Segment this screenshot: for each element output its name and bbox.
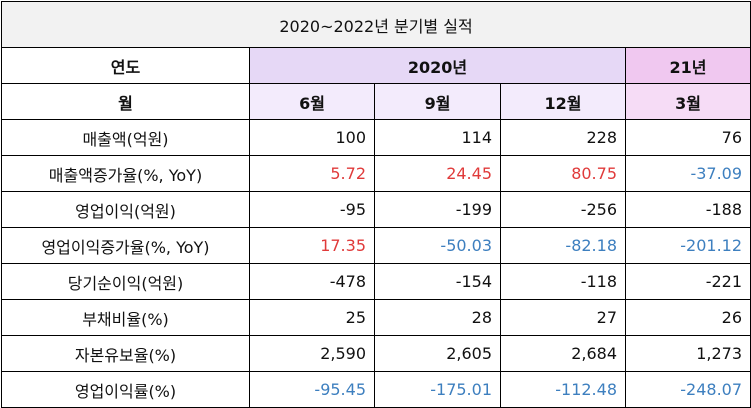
value-cell[interactable]: 26 [624, 299, 751, 336]
row-label-cell[interactable]: 매출액증가율(%, YoY) [1, 155, 250, 192]
value-cell[interactable]: 80.75 [500, 155, 626, 192]
row-label-cell[interactable]: 자본유보율(%) [1, 335, 250, 372]
value-cell[interactable]: -95 [249, 191, 375, 228]
month-cell-sep[interactable]: 9월 [374, 83, 501, 120]
table-title-row: 2020~2022년 분기별 실적 [0, 1, 751, 48]
value-cell[interactable]: 76 [624, 119, 751, 156]
value-cell[interactable]: -256 [500, 191, 626, 228]
value-cell[interactable]: -95.45 [249, 371, 375, 408]
month-header-row: 월 6월 9월 12월 3월 [1, 83, 751, 120]
value-cell[interactable]: -112.48 [500, 371, 626, 408]
value-cell[interactable]: 27 [500, 299, 626, 336]
month-label-cell[interactable]: 월 [1, 83, 250, 120]
value-cell[interactable]: 17.35 [249, 227, 375, 264]
value-cell[interactable]: -478 [249, 263, 375, 300]
value-cell[interactable]: -199 [374, 191, 501, 228]
year-2020-cell[interactable]: 2020년 [249, 47, 626, 84]
value-cell[interactable]: 5.72 [249, 155, 375, 192]
value-cell[interactable]: -118 [500, 263, 626, 300]
value-cell[interactable]: 2,605 [374, 335, 501, 372]
value-cell[interactable]: 1,273 [624, 335, 751, 372]
value-cell[interactable]: -248.07 [624, 371, 751, 408]
value-cell[interactable]: 25 [249, 299, 375, 336]
value-cell[interactable]: -37.09 [624, 155, 751, 192]
value-cell[interactable]: 2,590 [249, 335, 375, 372]
row-label-cell[interactable]: 당기순이익(억원) [1, 263, 250, 300]
month-cell-dec[interactable]: 12월 [500, 83, 626, 120]
table-row: 부채비율(%) 25 28 27 26 [1, 299, 751, 336]
year-21-cell[interactable]: 21년 [624, 47, 751, 84]
value-cell[interactable]: 228 [500, 119, 626, 156]
row-label-cell[interactable]: 매출액(억원) [1, 119, 250, 156]
row-label-cell[interactable]: 영업이익증가율(%, YoY) [1, 227, 250, 264]
table-row: 당기순이익(억원) -478 -154 -118 -221 [1, 263, 751, 300]
table-row: 영업이익률(%) -95.45 -175.01 -112.48 -248.07 [1, 371, 751, 408]
value-cell[interactable]: 100 [249, 119, 375, 156]
month-cell-mar[interactable]: 3월 [624, 83, 751, 120]
table-row: 매출액(억원) 100 114 228 76 [1, 119, 751, 156]
value-cell[interactable]: -175.01 [374, 371, 501, 408]
table-title[interactable]: 2020~2022년 분기별 실적 [0, 1, 751, 48]
value-cell[interactable]: -82.18 [500, 227, 626, 264]
value-cell[interactable]: -50.03 [374, 227, 501, 264]
row-label-cell[interactable]: 영업이익률(%) [1, 371, 250, 408]
row-label-cell[interactable]: 영업이익(억원) [1, 191, 250, 228]
value-cell[interactable]: -154 [374, 263, 501, 300]
table-row: 영업이익증가율(%, YoY) 17.35 -50.03 -82.18 -201.12 [1, 227, 751, 264]
year-label-cell[interactable]: 연도 [1, 47, 250, 84]
table-row: 영업이익(억원) -95 -199 -256 -188 [1, 191, 751, 228]
value-cell[interactable]: 2,684 [500, 335, 626, 372]
year-header-row: 연도 2020년 21년 [1, 47, 751, 84]
table-row: 매출액증가율(%, YoY) 5.72 24.45 80.75 -37.09 [1, 155, 751, 192]
value-cell[interactable]: -188 [624, 191, 751, 228]
value-cell[interactable]: 28 [374, 299, 501, 336]
value-cell[interactable]: -221 [624, 263, 751, 300]
row-label-cell[interactable]: 부채비율(%) [1, 299, 250, 336]
table-row: 자본유보율(%) 2,590 2,605 2,684 1,273 [1, 335, 751, 372]
value-cell[interactable]: 24.45 [374, 155, 501, 192]
value-cell[interactable]: 114 [374, 119, 501, 156]
month-cell-jun[interactable]: 6월 [249, 83, 375, 120]
value-cell[interactable]: -201.12 [624, 227, 751, 264]
